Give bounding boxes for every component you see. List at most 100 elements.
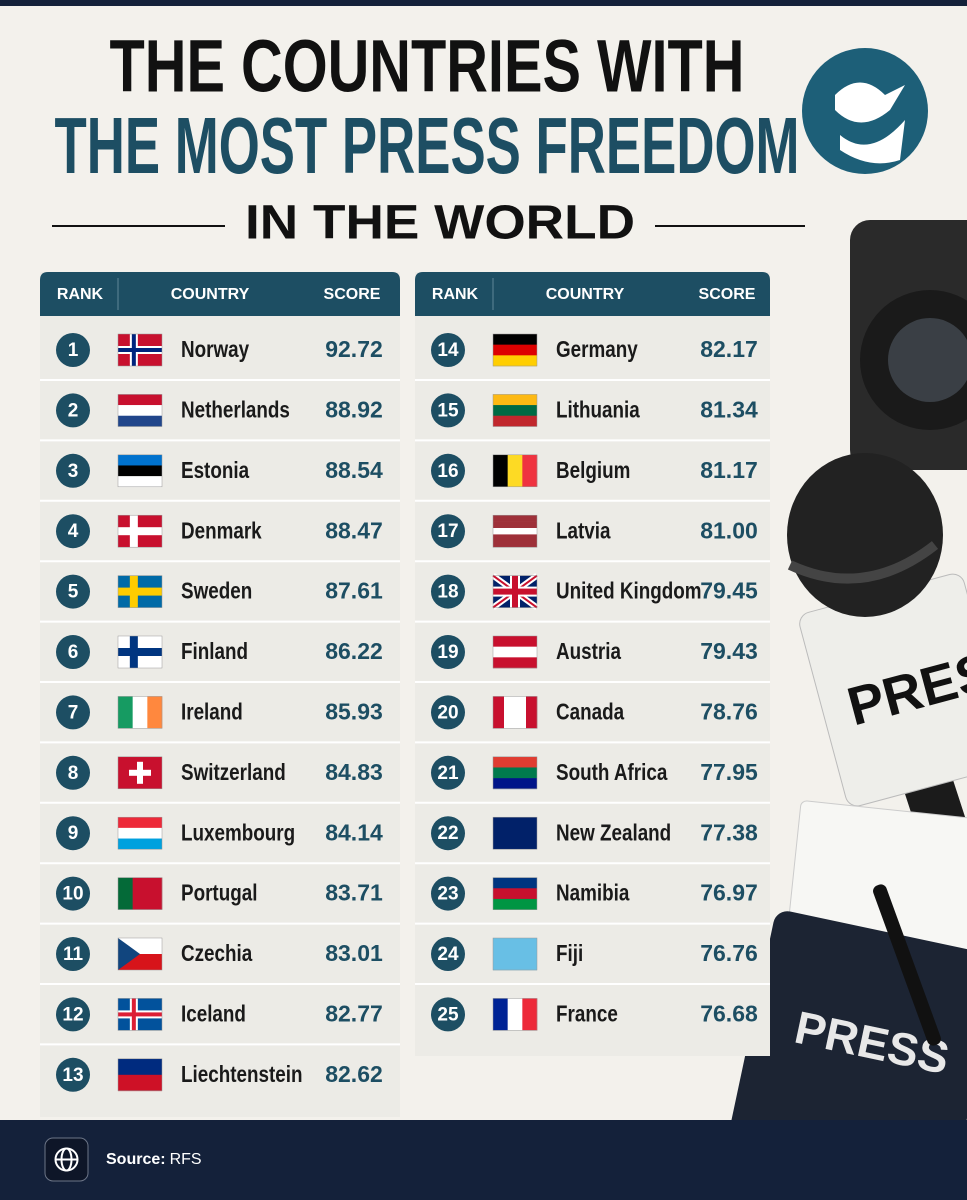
flag-border <box>117 756 163 790</box>
column-header: RANK <box>432 286 479 303</box>
rank-badge <box>431 635 465 669</box>
flag <box>117 514 163 548</box>
rank-badge <box>431 816 465 851</box>
rank: 11 <box>63 944 84 965</box>
flag-part <box>493 767 537 779</box>
flag-part <box>507 454 523 487</box>
source-label: Source: <box>106 1151 166 1168</box>
flag-part <box>493 415 537 427</box>
flag-border <box>492 816 538 850</box>
country: Switzerland <box>181 760 286 785</box>
flag-border <box>117 394 163 427</box>
rank: 1 <box>68 340 79 361</box>
flag <box>117 575 163 608</box>
rank: 4 <box>68 521 79 542</box>
footer <box>0 1120 967 1200</box>
country: Luxembourg <box>181 821 295 846</box>
flag <box>492 998 538 1031</box>
flag-border <box>492 756 538 790</box>
flag-part <box>493 515 537 522</box>
score: 81.34 <box>700 396 758 422</box>
rank-badge <box>56 635 90 669</box>
flag-border <box>117 696 163 729</box>
rank-badge <box>56 695 90 730</box>
rank-badge <box>431 997 465 1032</box>
flag <box>491 573 539 611</box>
score: 88.47 <box>325 517 383 543</box>
flag-part <box>118 1012 162 1017</box>
score: 77.38 <box>700 819 758 845</box>
score: 76.68 <box>700 1000 758 1026</box>
table-header <box>415 272 770 316</box>
country: Liechtenstein <box>181 1062 302 1087</box>
flag-part <box>129 769 151 776</box>
microphone: PRESS <box>787 453 967 903</box>
flag <box>117 1058 163 1092</box>
flag-part <box>118 817 162 829</box>
flag-part <box>118 648 162 656</box>
rank: 9 <box>68 823 79 844</box>
flag-part <box>526 696 538 729</box>
rank-badge <box>56 393 90 428</box>
rank: 25 <box>437 1004 459 1025</box>
flag-part <box>493 756 537 768</box>
score: 76.76 <box>700 940 758 966</box>
flag-part <box>493 778 537 790</box>
flag-border <box>117 998 163 1031</box>
rank-badge <box>431 453 465 488</box>
country: France <box>556 1002 618 1027</box>
score: 88.54 <box>325 457 383 483</box>
flag-part <box>515 696 527 729</box>
rank: 18 <box>437 582 458 603</box>
flag-part <box>493 588 537 595</box>
flag-part <box>118 696 133 729</box>
column-header: COUNTRY <box>171 286 250 303</box>
flag-part <box>493 938 537 971</box>
notebook: PRESS <box>731 800 967 1179</box>
rank: 14 <box>437 340 459 361</box>
country: Canada <box>556 700 624 725</box>
flag-part <box>118 527 162 536</box>
flag-part <box>493 355 537 367</box>
flag-border <box>117 1058 163 1092</box>
country: Latvia <box>556 519 611 544</box>
table-body <box>415 272 770 1056</box>
rank: 3 <box>68 461 79 482</box>
rank-badge <box>431 333 465 367</box>
title-line-2: THE MOST PRESS FREEDOM <box>55 101 800 190</box>
flag <box>492 514 538 548</box>
rank: 13 <box>62 1065 83 1086</box>
score: 92.72 <box>325 336 383 362</box>
flag-part <box>493 454 508 487</box>
flag-part <box>493 344 537 356</box>
globe <box>54 1147 79 1172</box>
flag <box>492 816 538 850</box>
score: 85.93 <box>325 698 383 724</box>
flag-part <box>493 534 537 542</box>
rank: 5 <box>68 582 79 603</box>
rank: 19 <box>437 642 458 663</box>
rank: 23 <box>437 884 458 905</box>
flag <box>117 756 163 790</box>
country: Namibia <box>556 881 630 906</box>
rank: 8 <box>68 763 79 784</box>
title-line-3: IN THE WORLD <box>245 197 635 250</box>
flag-part <box>118 587 162 596</box>
rank-badge <box>56 816 90 851</box>
rank-badge <box>431 574 465 609</box>
rank-badge <box>431 937 465 971</box>
flag-part <box>118 938 140 970</box>
tables: RANK COUNTRY SCORE 1 Norway 92.72 2 Netherlands… <box>40 272 770 1117</box>
flag-part <box>493 636 537 647</box>
country: Norway <box>181 337 249 362</box>
rank: 15 <box>437 400 459 421</box>
country: Ireland <box>181 700 243 725</box>
rank-badge <box>56 574 90 609</box>
flag-border <box>492 454 538 488</box>
country: New Zealand <box>556 821 671 846</box>
rank-badge <box>56 997 90 1032</box>
flag-border <box>492 696 538 729</box>
flag-part <box>493 405 537 417</box>
flag-part <box>493 696 505 729</box>
flag-border <box>492 514 538 548</box>
